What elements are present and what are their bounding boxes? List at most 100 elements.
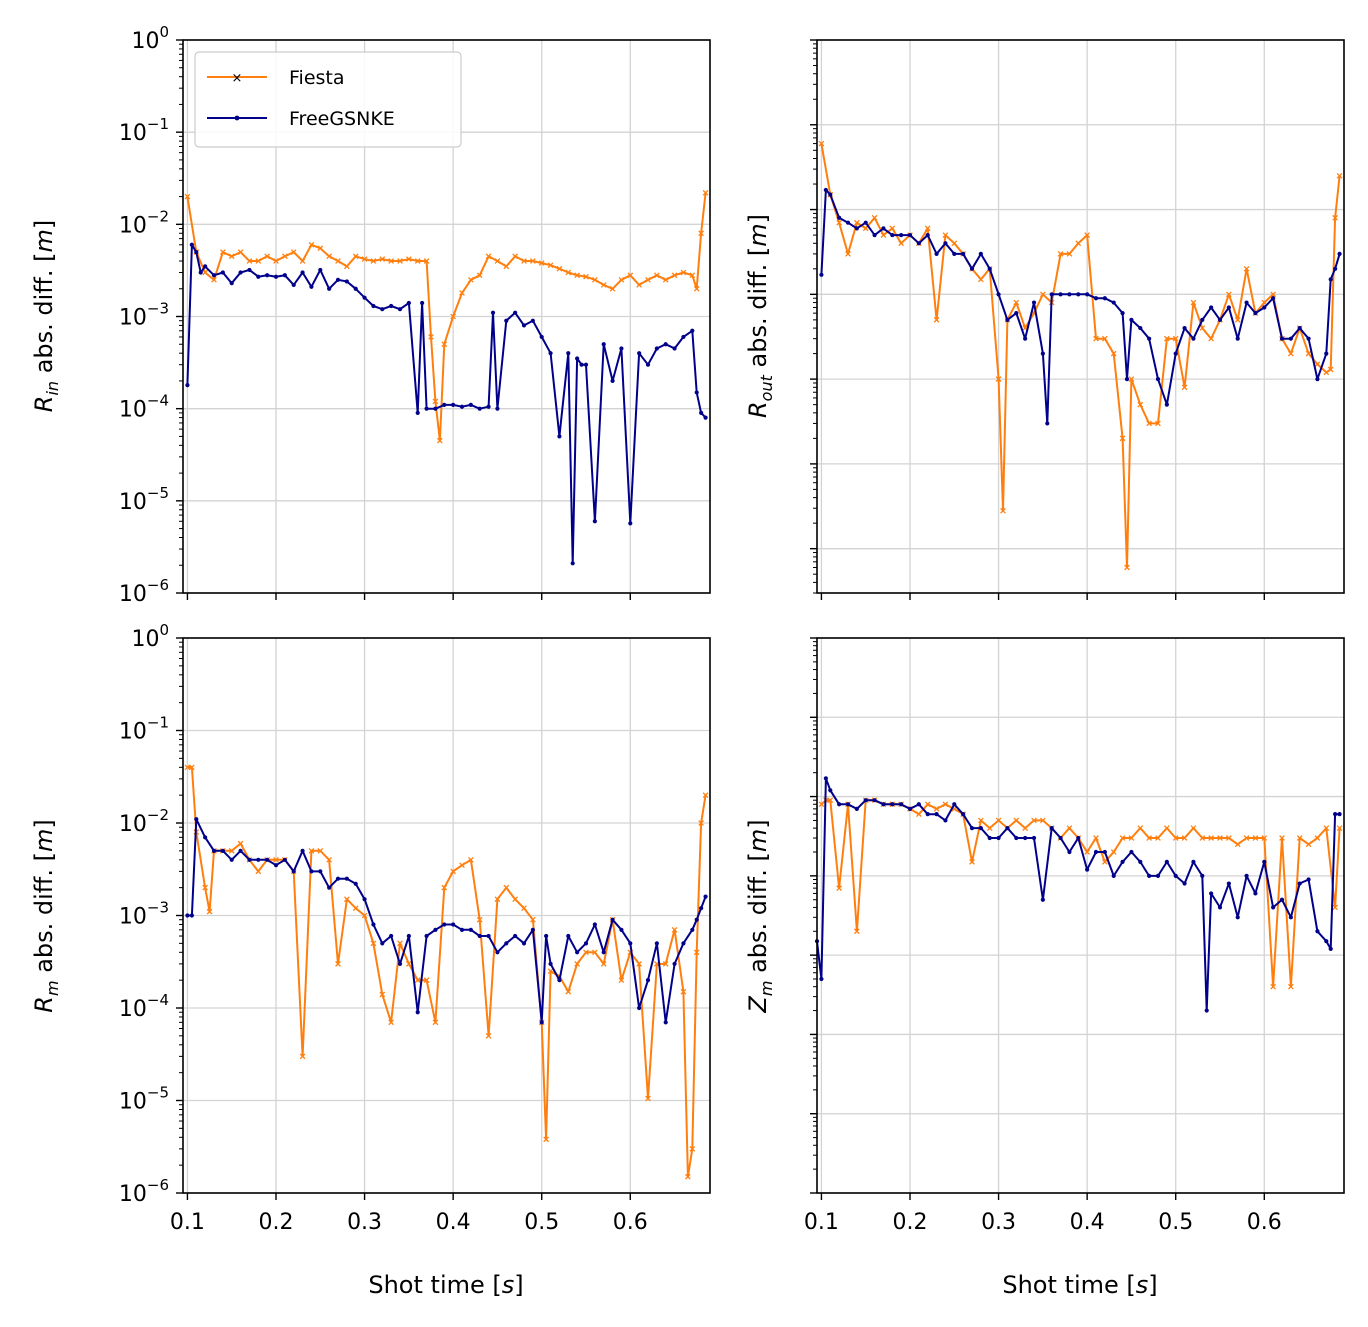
y-axis-label: Rin abs. diff. [m]: [30, 220, 62, 412]
data-point-freegsnke: [1244, 873, 1249, 878]
data-point-fiesta: [1075, 240, 1082, 247]
data-point-fiesta: [662, 961, 669, 967]
data-point-fiesta: [529, 258, 536, 264]
legend-freegsnke-label: FreeGSNKE: [289, 108, 395, 130]
data-point-freegsnke: [451, 402, 456, 407]
data-point-fiesta: [1296, 835, 1303, 841]
data-point-freegsnke: [468, 927, 473, 932]
data-point-fiesta: [1119, 435, 1126, 442]
data-point-freegsnke: [490, 310, 496, 315]
data-point-freegsnke: [1235, 336, 1240, 341]
data-point-freegsnke: [1297, 881, 1302, 886]
data-point-freegsnke: [996, 292, 1001, 297]
data-point-freegsnke: [256, 857, 261, 862]
data-point-fiesta: [299, 1053, 306, 1060]
data-point-freegsnke: [397, 307, 403, 312]
data-point-fiesta: [1155, 420, 1161, 427]
data-point-fiesta: [543, 1136, 550, 1143]
series-line-fiesta: [820, 143, 1341, 569]
data-point-fiesta: [1199, 835, 1206, 841]
data-point-fiesta: [326, 856, 333, 863]
data-point-fiesta: [547, 968, 554, 975]
data-point-freegsnke: [681, 334, 686, 340]
data-point-fiesta: [862, 225, 869, 232]
data-point-freegsnke: [907, 806, 913, 811]
data-point-freegsnke: [872, 232, 877, 238]
data-point-freegsnke: [327, 286, 332, 291]
data-point-fiesta: [202, 269, 209, 276]
data-point-fiesta: [1243, 265, 1250, 272]
data-point-fiesta: [308, 241, 315, 248]
data-point-fiesta: [1279, 835, 1285, 841]
data-point-freegsnke: [592, 519, 597, 524]
data-point-fiesta: [591, 949, 598, 956]
data-point-freegsnke: [916, 241, 921, 246]
data-point-freegsnke: [1031, 835, 1037, 841]
legend: × Fiesta FreeGSNKE: [194, 51, 462, 148]
data-point-freegsnke: [495, 406, 500, 411]
axes-frame: [182, 637, 711, 1194]
data-point-freegsnke: [628, 521, 633, 526]
data-point-freegsnke: [1085, 867, 1090, 872]
data-point-freegsnke: [654, 941, 659, 946]
data-point-fiesta: [1234, 316, 1241, 323]
data-point-freegsnke: [371, 303, 376, 309]
data-point-freegsnke: [273, 274, 279, 279]
data-point-freegsnke: [699, 410, 704, 415]
x-tick-label: 0.1: [170, 1210, 205, 1235]
data-point-fiesta: [1137, 825, 1144, 831]
data-point-freegsnke: [703, 415, 708, 420]
data-point-fiesta: [335, 961, 341, 967]
series-line-fiesta: [820, 799, 1341, 988]
data-point-fiesta: [414, 977, 421, 984]
data-point-freegsnke: [1253, 891, 1258, 896]
data-point-freegsnke: [1031, 300, 1037, 305]
data-point-fiesta: [246, 258, 253, 264]
data-point-freegsnke: [1333, 266, 1338, 271]
data-point-fiesta: [432, 398, 439, 405]
data-point-fiesta: [450, 868, 457, 875]
data-point-freegsnke: [327, 885, 332, 890]
data-point-fiesta: [512, 896, 519, 903]
data-point-fiesta: [1102, 335, 1108, 342]
data-point-fiesta: [299, 258, 306, 264]
data-point-freegsnke: [265, 273, 270, 278]
data-point-freegsnke: [1306, 877, 1311, 882]
data-point-freegsnke: [203, 264, 208, 269]
data-point-fiesta: [1093, 335, 1099, 342]
data-point-freegsnke: [1191, 859, 1196, 864]
data-point-freegsnke: [1164, 859, 1169, 864]
data-point-fiesta: [977, 817, 984, 824]
data-point-fiesta: [583, 949, 589, 956]
x-tick-label: 0.4: [436, 1210, 471, 1235]
data-point-fiesta: [969, 859, 975, 865]
data-point-freegsnke: [952, 802, 957, 807]
data-point-fiesta: [547, 262, 554, 269]
data-point-fiesta: [459, 862, 465, 869]
data-point-freegsnke: [486, 404, 491, 409]
data-point-freegsnke: [845, 802, 851, 807]
data-point-freegsnke: [442, 402, 447, 407]
y-tick-label: 10−3: [119, 899, 169, 930]
data-point-freegsnke: [1120, 311, 1125, 316]
data-point-freegsnke: [1102, 296, 1107, 301]
data-point-freegsnke: [1155, 377, 1161, 382]
y-tick-label: 10−5: [119, 484, 169, 515]
data-point-fiesta: [485, 253, 492, 260]
x-axis-label: Shot time [s]: [1002, 1271, 1157, 1299]
data-point-freegsnke: [1217, 317, 1223, 322]
data-point-freegsnke: [1164, 402, 1169, 407]
data-point-freegsnke: [575, 950, 580, 955]
data-point-freegsnke: [300, 848, 305, 853]
data-point-freegsnke: [1262, 859, 1267, 864]
data-point-fiesta: [818, 140, 825, 147]
data-point-freegsnke: [1076, 835, 1081, 841]
data-point-freegsnke: [610, 378, 615, 384]
data-point-freegsnke: [1315, 929, 1320, 934]
data-point-freegsnke: [1138, 325, 1143, 331]
data-point-freegsnke: [969, 826, 975, 831]
y-tick-label: 10−1: [119, 714, 169, 745]
data-point-freegsnke: [220, 848, 225, 853]
data-point-freegsnke: [539, 334, 544, 340]
data-point-fiesta: [228, 253, 235, 260]
